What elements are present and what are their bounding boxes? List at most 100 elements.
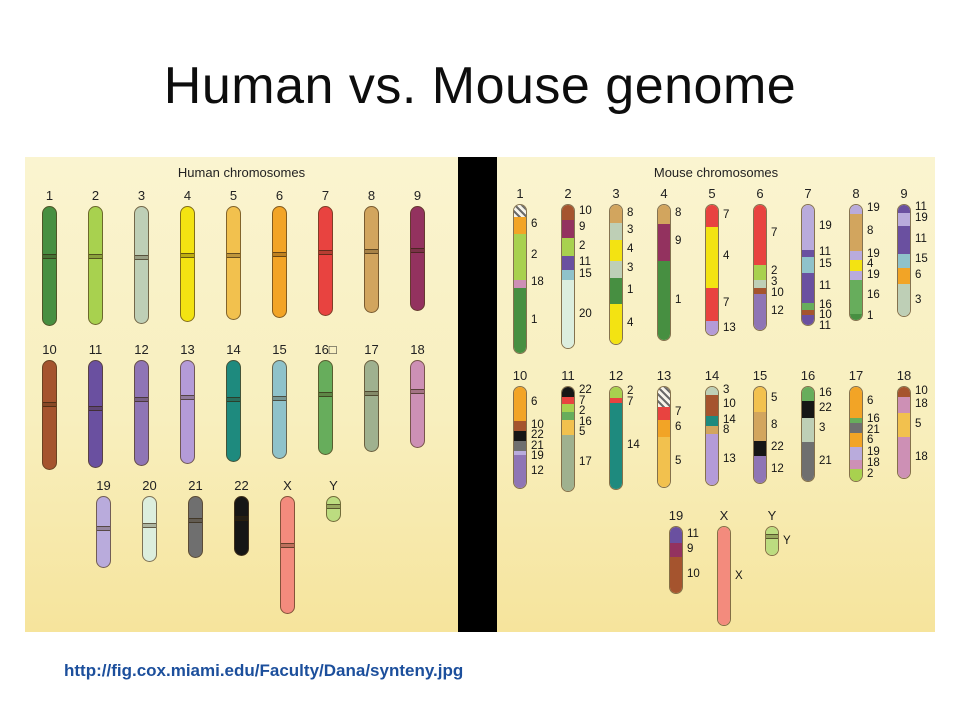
chromosome-body [849,386,863,482]
synteny-segment-human-1 [514,287,526,353]
source-url-link[interactable]: http://fig.cox.miami.edu/Faculty/Dana/sy… [64,661,464,680]
chromosome-number: 14 [226,342,241,357]
synteny-segment-human-10 [898,387,910,398]
segment-label: 21 [819,454,832,467]
centromere-band [411,388,424,394]
chromosome-number: 13 [180,342,195,357]
chromosome-body [801,386,815,482]
centromere-band [89,405,102,411]
segment-label: 6 [531,217,538,230]
synteny-segment-human-5 [898,413,910,438]
mouse-karyotype: 1 6 2 18 1 2 10 9 2 11 15 20 3 8 3 4 3 1 4 4 8 9 1 5 7 4 7 13 6 7 2 3 10… [497,186,935,626]
synteny-segment-human-11 [898,205,910,213]
chromosome-body [318,206,333,316]
segment-label: 6 [915,268,922,281]
synteny-segment-human-11 [802,250,814,258]
synteny-segment-human-7 [610,398,622,403]
segment-label: 6 [675,420,682,433]
segment-label: 8 [627,206,634,219]
segment-label: 9 [675,235,682,248]
segment-label: X [735,569,743,582]
segment-label: 8 [723,424,730,436]
chromosome-body [609,386,623,490]
synteny-segment-human-12 [754,455,766,483]
synteny-segment-human-10 [562,205,574,220]
chromosome-body [188,496,203,558]
centromere-band [365,249,378,254]
centromere-band [43,402,56,408]
chromosome-body [801,204,815,326]
chromosome-body [849,204,863,321]
mouse-chromosome-6: 6 7 2 3 10 12 [737,186,785,331]
centromere-band [766,534,778,539]
segment-label: 1 [675,294,682,307]
segment-label: 16 [819,298,832,311]
centromere-band [135,397,148,403]
chromosome-number: 18 [896,368,912,383]
synteny-segment-human-8 [610,205,622,224]
segment-label: 10 [819,309,832,322]
synteny-segment-human-16 [802,387,814,402]
synteny-segment-human-14 [610,402,622,489]
synteny-segment-human-4 [706,227,718,289]
chromosome-body [897,204,911,317]
mouse-chromosome-11: 11 22 7 2 16 5 17 [545,368,593,492]
segment-label: 18 [867,456,880,469]
segment-label: 5 [675,455,682,468]
mouse-chromosome-13: 13 7 6 5 [641,368,689,488]
segment-label: 22 [531,429,544,442]
mouse-chromosome-18: 18 10 18 5 18 [881,368,929,479]
centromere-band [181,252,194,258]
segment-label: 15 [579,267,592,280]
chromosome-body [753,204,767,331]
chromosome-body [318,360,333,455]
human-chromosome-21: 21 [171,478,217,558]
chromosome-body [609,204,623,345]
mouse-chromosome-19: 19 11 9 10 [653,508,701,594]
segment-label: 19 [867,268,880,281]
mouse-chromosome-17: 17 6 16 21 6 19 18 2 [833,368,881,482]
mouse-chromosome-16: 16 16 22 3 21 [785,368,833,482]
synteny-segment-human-5 [562,419,574,435]
synteny-segment-human-6 [850,387,862,419]
synteny-segment-human-21 [514,440,526,451]
chromosome-body [88,360,103,468]
segment-label: 8 [675,207,682,220]
segment-label: 3 [915,293,922,306]
human-chromosome-Y: Y [309,478,355,522]
chromosome-body [326,496,341,522]
synteny-segment-human-6 [514,387,526,421]
synteny-segment-human-3 [610,223,622,241]
synteny-segment-human-21 [802,441,814,481]
segment-label: 18 [915,397,928,410]
mouse-chromosome-10: 10 6 10 22 21 19 12 [497,368,545,489]
segment-label: 22 [771,440,784,453]
chromosome-number: 16□ [314,342,337,357]
centromere-band [365,390,378,396]
synteny-segment-human-2 [562,403,574,413]
chromosome-number: X [283,478,292,493]
mouse-panel-title: Mouse chromosomes [653,165,779,180]
segment-label: 2 [579,405,586,418]
segment-label: 5 [915,417,922,430]
chromosome-number: 12 [608,368,624,383]
segment-label: 19 [867,247,880,260]
synteny-segment-human-17 [562,434,574,491]
centromere-band [89,253,102,259]
synteny-segment-human-10 [754,287,766,294]
centromere-band [281,543,294,549]
segment-label: 19 [819,220,832,233]
synteny-segment-human-7 [706,205,718,228]
synteny-segment-human-5 [754,387,766,413]
segment-label: 8 [867,224,874,237]
centromere-band [273,395,286,401]
chromosome-number: 5 [229,188,238,203]
segment-label: 3 [627,262,634,275]
chromosome-number: 15 [272,342,287,357]
segment-label: 11 [915,232,927,245]
synteny-segment-human-19 [850,205,862,215]
chromosome-number: 13 [656,368,672,383]
segment-label: 19 [915,212,928,225]
human-chromosome-8: 8 [347,188,393,313]
